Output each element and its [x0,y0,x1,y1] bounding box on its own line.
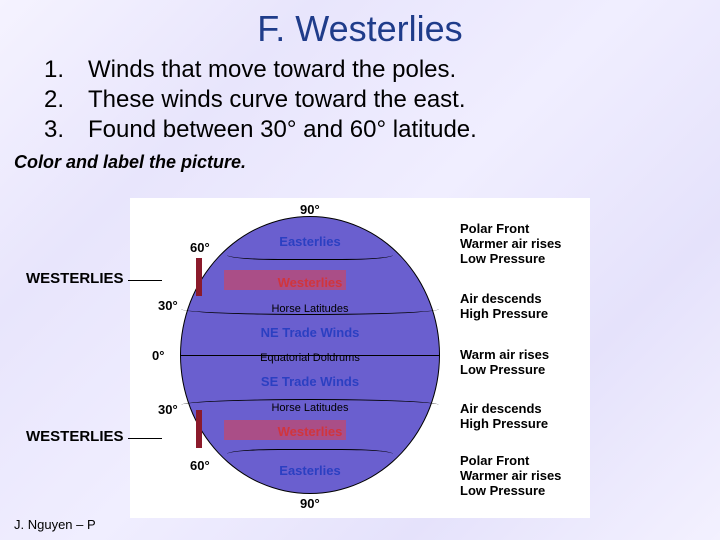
list-num: 2. [44,86,88,114]
band-easterlies-n: Easterlies [181,234,439,249]
list-text: These winds curve toward the east. [88,86,466,114]
band-doldrums: Equatorial Doldrums [181,352,439,364]
deg-0: 0° [152,348,164,363]
list-item: 3. Found between 30° and 60° latitude. [44,116,720,144]
deg-90s: 90° [300,496,320,511]
globe-circle: Easterlies Westerlies Horse Latitudes NE… [180,216,440,494]
side-line: Air descends [460,401,542,416]
deg-60s: 60° [190,458,210,473]
side-line: Polar Front [460,453,529,468]
side-line: Low Pressure [460,362,545,377]
list-item: 1. Winds that move toward the poles. [44,56,720,84]
deg-90n: 90° [300,202,320,217]
side-line: Warmer air rises [460,236,561,251]
callout-westerlies-n: WESTERLIES [26,270,124,287]
deg-60n: 60° [190,240,210,255]
deg-30s: 30° [158,402,178,417]
highlight-bar-n [196,258,202,296]
lat-60n [227,250,392,260]
side-polar-s: Polar Front Warmer air rises Low Pressur… [460,454,561,499]
author-footer: J. Nguyen – P [14,517,96,532]
list-num: 3. [44,116,88,144]
band-horse-s: Horse Latitudes [181,402,439,414]
slide-title: F. Westerlies [0,0,720,50]
side-line: Air descends [460,291,542,306]
highlight-westerlies-n [224,270,346,290]
band-ne-trade: NE Trade Winds [181,325,439,340]
deg-30n: 30° [158,298,178,313]
side-descend-n: Air descends High Pressure [460,292,548,322]
side-line: High Pressure [460,306,548,321]
list-text: Winds that move toward the poles. [88,56,456,84]
callout-arrow-n [128,280,162,281]
side-line: High Pressure [460,416,548,431]
side-warm-eq: Warm air rises Low Pressure [460,348,549,378]
list-text: Found between 30° and 60° latitude. [88,116,477,144]
side-line: Warmer air rises [460,468,561,483]
globe-diagram: Easterlies Westerlies Horse Latitudes NE… [130,198,590,518]
bullet-list: 1. Winds that move toward the poles. 2. … [44,56,720,144]
callout-arrow-s [128,438,162,439]
side-line: Low Pressure [460,483,545,498]
side-line: Polar Front [460,221,529,236]
list-item: 2. These winds curve toward the east. [44,86,720,114]
band-easterlies-s: Easterlies [181,463,439,478]
side-descend-s: Air descends High Pressure [460,402,548,432]
side-line: Low Pressure [460,251,545,266]
highlight-bar-s [196,410,202,448]
callout-westerlies-s: WESTERLIES [26,428,124,445]
side-line: Warm air rises [460,347,549,362]
highlight-westerlies-s [224,420,346,440]
lat-60s [227,449,392,459]
band-horse-n: Horse Latitudes [181,303,439,315]
instruction-text: Color and label the picture. [14,152,720,173]
band-se-trade: SE Trade Winds [181,374,439,389]
list-num: 1. [44,56,88,84]
side-polar-n: Polar Front Warmer air rises Low Pressur… [460,222,561,267]
